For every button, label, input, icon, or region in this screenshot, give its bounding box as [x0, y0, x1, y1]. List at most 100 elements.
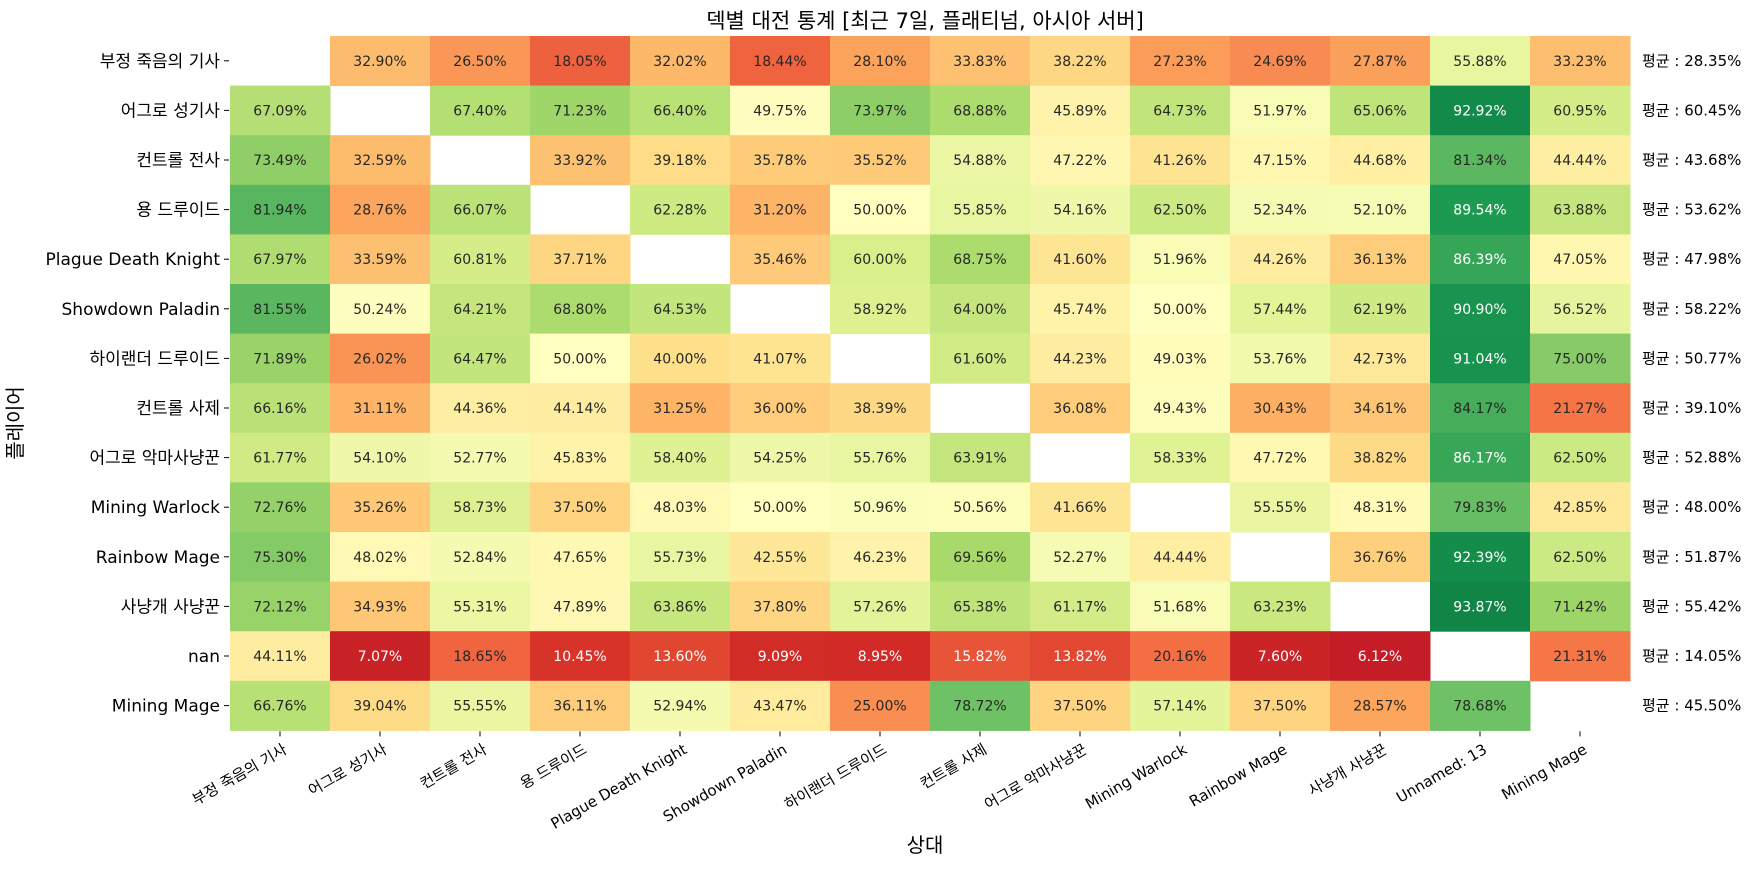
cell-value-label: 28.76%	[353, 203, 406, 219]
heatmap-cell	[1130, 234, 1231, 285]
heatmap-cell	[330, 383, 431, 434]
heatmap-cell	[1030, 482, 1131, 533]
y-tick-label: Mining Mage	[112, 697, 220, 717]
heatmap-cell	[1530, 631, 1631, 682]
heatmap-cell	[930, 680, 1031, 731]
heatmap-cell	[230, 85, 331, 136]
cell-value-label: 66.76%	[253, 699, 306, 715]
heatmap-cell	[1430, 680, 1531, 731]
cell-value-label: 63.91%	[953, 451, 1006, 467]
cell-value-label: 33.83%	[953, 54, 1006, 70]
cell-value-label: 41.07%	[753, 351, 806, 367]
heatmap-cell	[1330, 36, 1431, 87]
cell-value-label: 54.16%	[1053, 203, 1106, 219]
heatmap-cell	[430, 383, 531, 434]
heatmap-cell	[530, 234, 631, 285]
cell-value-label: 89.54%	[1453, 203, 1506, 219]
cell-value-label: 58.33%	[1153, 451, 1206, 467]
cell-value-label: 44.11%	[253, 649, 306, 665]
heatmap-cell	[530, 432, 631, 483]
y-tick-label: 어그로 악마사냥꾼	[89, 449, 220, 469]
heatmap-cell	[1030, 234, 1131, 285]
cell-value-label: 25.00%	[853, 699, 906, 715]
cell-value-label: 54.88%	[953, 153, 1006, 169]
heatmap-cell	[230, 135, 331, 186]
heatmap-cell	[930, 532, 1031, 583]
y-tick-label: nan	[188, 647, 220, 667]
cell-value-label: 73.97%	[853, 103, 906, 119]
heatmap-cell	[1030, 581, 1131, 632]
heatmap-cell	[730, 581, 831, 632]
heatmap-cell	[930, 284, 1031, 335]
heatmap-cell	[1430, 135, 1531, 186]
cell-value-label: 8.95%	[858, 649, 902, 665]
x-tick-label: 부정 죽음의 기사	[189, 740, 290, 809]
heatmap-cell	[1030, 333, 1131, 384]
x-tick-label: 사냥개 사냥꾼	[1305, 740, 1390, 799]
heatmap-cell	[530, 680, 631, 731]
heatmap-cell	[1330, 482, 1431, 533]
cell-value-label: 64.21%	[453, 302, 506, 318]
cell-value-label: 43.47%	[753, 699, 806, 715]
cell-value-label: 53.76%	[1253, 351, 1306, 367]
heatmap-cell	[1130, 581, 1231, 632]
heatmap-cell	[630, 680, 731, 731]
cell-value-label: 50.00%	[753, 500, 806, 516]
cell-value-label: 35.78%	[753, 153, 806, 169]
heatmap-cell	[1430, 532, 1531, 583]
heatmap-cell	[1130, 532, 1231, 583]
x-tick-label: Unnamed: 13	[1393, 740, 1490, 806]
heatmap-cell	[1430, 482, 1531, 533]
y-tick-label: 어그로 성기사	[121, 101, 221, 121]
heatmap-cell	[1230, 581, 1331, 632]
heatmap-cell	[530, 631, 631, 682]
heatmap-cell	[930, 581, 1031, 632]
heatmap-cell	[1430, 581, 1531, 632]
cell-value-label: 61.77%	[253, 451, 306, 467]
heatmap-cell	[930, 631, 1031, 682]
x-tick-label: 하이랜더 드루이드	[781, 740, 890, 813]
cell-value-label: 18.44%	[753, 54, 806, 70]
row-average-labels: 평균 : 28.35% 평균 : 60.45% 평균 : 43.68% 평균 : 53…	[1642, 52, 1741, 715]
cell-value-label: 42.55%	[753, 550, 806, 566]
heatmap-cell	[1330, 532, 1431, 583]
heatmap-cell	[830, 36, 931, 87]
cell-value-label: 58.73%	[453, 500, 506, 516]
cell-value-label: 36.00%	[753, 401, 806, 417]
heatmap-cell	[1030, 284, 1131, 335]
cell-value-label: 64.47%	[453, 351, 506, 367]
cell-value-label: 35.46%	[753, 252, 806, 268]
heatmap-cell	[830, 135, 931, 186]
heatmap-cell	[830, 284, 931, 335]
cell-value-label: 34.93%	[353, 599, 406, 615]
heatmap-cell	[730, 135, 831, 186]
cell-value-label: 62.50%	[1553, 451, 1606, 467]
cell-value-label: 35.26%	[353, 500, 406, 516]
heatmap-cell	[1130, 184, 1231, 235]
heatmap-cell	[430, 680, 531, 731]
row-average-label: 평균 : 28.35%	[1642, 52, 1741, 70]
row-average-label: 평균 : 55.42%	[1642, 597, 1741, 615]
cell-value-label: 44.44%	[1153, 550, 1206, 566]
cell-value-label: 64.00%	[953, 302, 1006, 318]
cell-value-label: 86.39%	[1453, 252, 1506, 268]
heatmap-cell	[1430, 383, 1531, 434]
cell-value-label: 81.94%	[253, 203, 306, 219]
cell-value-label: 50.96%	[853, 500, 906, 516]
cell-value-label: 68.75%	[953, 252, 1006, 268]
heatmap-cell	[1430, 85, 1531, 136]
heatmap-cell	[330, 184, 431, 235]
row-average-label: 평균 : 50.77%	[1642, 349, 1741, 367]
cell-value-label: 38.82%	[1353, 451, 1406, 467]
heatmap-cell	[1530, 234, 1631, 285]
heatmap-cell	[230, 333, 331, 384]
heatmap-cell	[1530, 581, 1631, 632]
cell-value-label: 13.82%	[1053, 649, 1106, 665]
cell-value-label: 69.56%	[953, 550, 1006, 566]
heatmap-cell	[1230, 383, 1331, 434]
cell-value-label: 38.39%	[853, 401, 906, 417]
heatmap-cell	[1130, 284, 1231, 335]
